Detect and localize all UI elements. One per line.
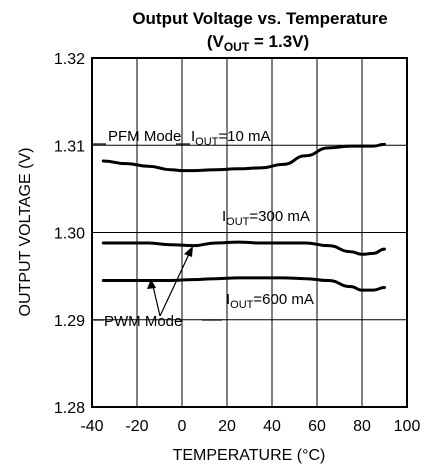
x-axis-label: TEMPERATURE (°C): [173, 447, 326, 464]
pwm-arrow-line-300: [159, 251, 191, 317]
iout-600ma-label: IOUT=600 mA: [226, 291, 314, 311]
x-tick-label: 80: [353, 418, 371, 435]
x-tick-labels: -40 -20 0 20 40 60 80 100: [80, 418, 420, 435]
series-line-2: [101, 240, 386, 256]
y-tick-label: 1.29: [54, 313, 85, 330]
iout-300ma-label: IOUT=300 mA: [222, 208, 310, 228]
y-tick-label: 1.31: [54, 138, 85, 155]
iout-10ma-label: IOUT=10 mA: [191, 128, 271, 148]
chart-title: Output Voltage vs. Temperature: [132, 9, 387, 28]
pwm-arrowhead-300: [184, 246, 193, 257]
x-tick-label: -20: [125, 418, 148, 435]
x-tick-label: 40: [263, 418, 281, 435]
pfm-mode-label: PFM Mode: [108, 128, 181, 145]
y-axis-label: OUTPUT VOLTAGE (V): [17, 148, 34, 317]
y-tick-label: 1.28: [54, 400, 85, 417]
pwm-arrowhead-600: [147, 279, 156, 289]
annotations: PFM Mode IOUT=10 mA IOUT=300 mA IOUT=600…: [92, 128, 314, 330]
x-tick-label: 100: [394, 418, 421, 435]
y-tick-labels: 1.28 1.29 1.30 1.31 1.32: [54, 51, 85, 417]
x-tick-label: 0: [178, 418, 187, 435]
plot-frame: [91, 57, 408, 408]
pwm-arrow-line-600: [152, 285, 161, 317]
y-tick-label: 1.30: [54, 226, 85, 243]
series-line-3: [101, 276, 386, 292]
chart-subtitle: (VOUT = 1.3V): [207, 32, 309, 54]
series-lines: [101, 142, 386, 292]
pwm-mode-label: PWM Mode: [104, 313, 182, 330]
x-tick-label: 20: [218, 418, 236, 435]
series-line-1: [101, 142, 386, 173]
x-tick-label: 60: [308, 418, 326, 435]
y-tick-label: 1.32: [54, 51, 85, 68]
grid: [92, 58, 407, 407]
x-tick-label: -40: [80, 418, 103, 435]
